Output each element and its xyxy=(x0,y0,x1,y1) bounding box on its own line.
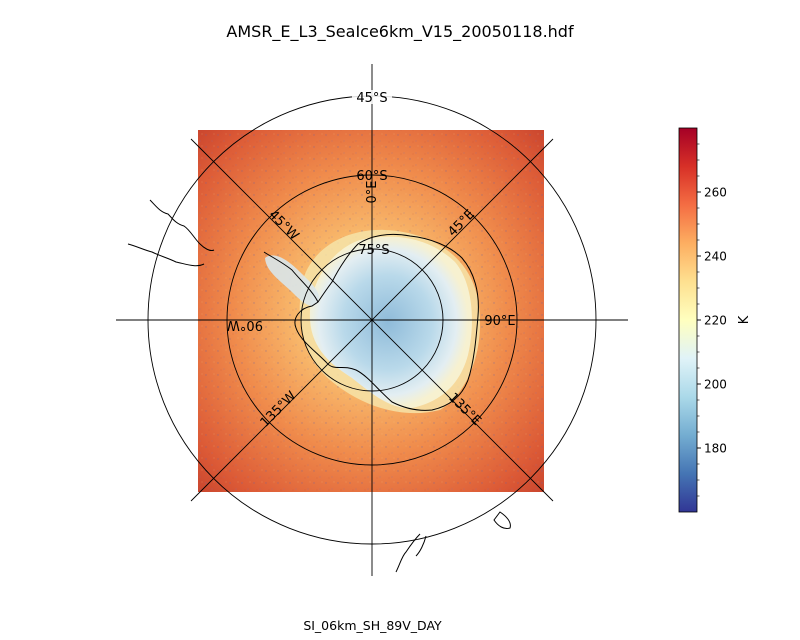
colorbar-tick-label: 240 xyxy=(704,250,727,264)
label-90E: 90°E xyxy=(484,314,515,329)
label-75S: 75°S xyxy=(358,243,389,258)
colorbar-tick-label: 260 xyxy=(704,186,727,200)
graticule xyxy=(116,64,628,576)
antarctic-peninsula xyxy=(265,255,319,306)
antarctica-coastline xyxy=(263,233,479,411)
colorbar-ticks: 180 200 220 240 260 xyxy=(697,143,727,497)
brightness-temperature-raster xyxy=(198,130,544,492)
coastlines xyxy=(127,199,511,573)
meridian-45W-135E xyxy=(190,138,554,502)
label-60S: 60°S xyxy=(356,169,387,184)
label-45S: 45°S xyxy=(356,91,387,106)
label-90W: 90°W xyxy=(227,317,263,332)
colorbar-tick-label: 180 xyxy=(704,442,727,456)
ice-sheet xyxy=(309,236,472,409)
figure-title: AMSR_E_L3_SeaIce6km_V15_20050118.hdf xyxy=(226,22,574,41)
label-0E: 0°E xyxy=(365,181,380,204)
colorbar-tick-label: 220 xyxy=(704,314,727,328)
new-zealand-coastline xyxy=(395,511,511,573)
figure-xlabel: SI_06km_SH_89V_DAY xyxy=(303,618,442,633)
colorbar-gradient xyxy=(678,127,698,513)
colorbar-label: K xyxy=(737,315,752,324)
south-america-coastline xyxy=(127,199,215,267)
colorbar-tick-label: 200 xyxy=(704,378,727,392)
